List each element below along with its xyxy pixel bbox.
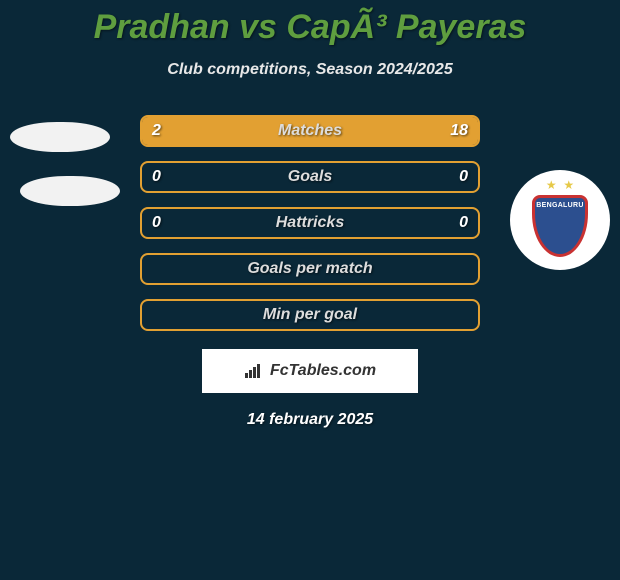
stat-bar: Min per goal bbox=[140, 299, 480, 331]
stat-label: Goals bbox=[142, 163, 478, 191]
stat-row: Min per goal bbox=[0, 299, 620, 331]
badge-stars-icon: ★ ★ bbox=[510, 178, 610, 192]
player-left-club-placeholder bbox=[20, 176, 120, 206]
branding-text: FcTables.com bbox=[270, 362, 376, 380]
bar-chart-icon bbox=[244, 363, 264, 379]
stat-label: Goals per match bbox=[142, 255, 478, 283]
player-left-avatar-placeholder bbox=[10, 122, 110, 152]
player-right-club-badge: ★ ★ BENGALURU bbox=[510, 170, 610, 270]
stat-bar: 00Hattricks bbox=[140, 207, 480, 239]
stat-label: Matches bbox=[142, 117, 478, 145]
date-text: 14 february 2025 bbox=[0, 411, 620, 429]
stat-bar: 218Matches bbox=[140, 115, 480, 147]
stat-label: Min per goal bbox=[142, 301, 478, 329]
stat-label: Hattricks bbox=[142, 209, 478, 237]
stat-bar: Goals per match bbox=[140, 253, 480, 285]
branding-box: FcTables.com bbox=[202, 349, 418, 393]
stat-bar: 00Goals bbox=[140, 161, 480, 193]
page-title: Pradhan vs CapÃ³ Payeras bbox=[0, 0, 620, 47]
subtitle: Club competitions, Season 2024/2025 bbox=[0, 61, 620, 79]
badge-text: BENGALURU bbox=[535, 202, 585, 209]
shield-icon: BENGALURU bbox=[532, 195, 588, 257]
